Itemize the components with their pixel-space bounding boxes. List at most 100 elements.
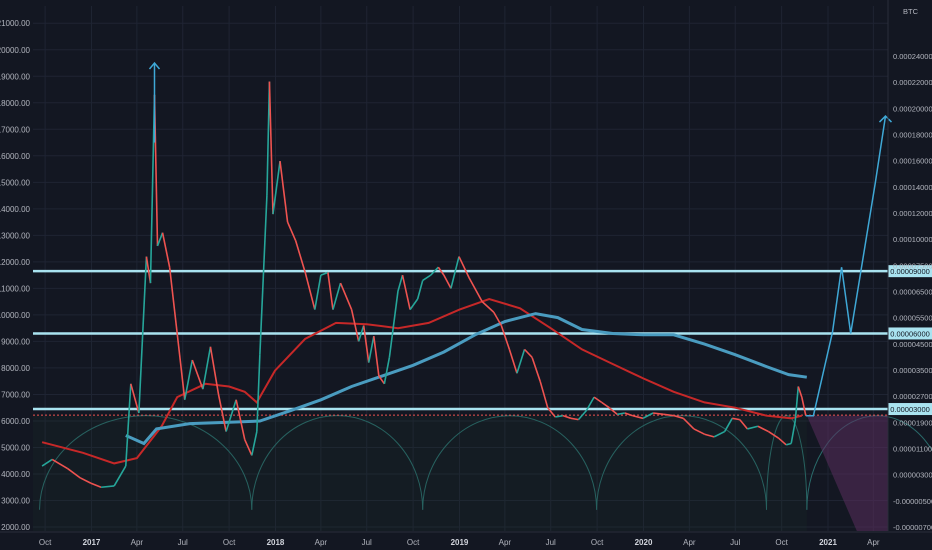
price-segment — [268, 81, 274, 215]
left-tick-label: 21000.00 — [0, 19, 31, 28]
price-segment — [266, 81, 271, 196]
price-segment — [422, 274, 432, 282]
x-tick-label: Oct — [39, 538, 52, 547]
right-tick-label: 0.00005500 — [893, 314, 932, 323]
price-segment — [209, 346, 220, 395]
left-tick-label: 9000.00 — [1, 337, 30, 346]
price-segment — [357, 325, 365, 342]
right-tick-label: 0.00002700 — [893, 392, 932, 401]
x-tick-label: Apr — [867, 538, 880, 547]
x-tick-label: 2019 — [451, 538, 469, 547]
price-segment — [183, 359, 194, 400]
price-segment — [401, 274, 411, 310]
price-segment — [388, 290, 399, 358]
left-tick-label: 20000.00 — [0, 46, 31, 55]
forecast-fill — [806, 415, 888, 531]
price-segment — [539, 380, 549, 408]
price-segment — [663, 413, 674, 417]
right-tick-label: 0.00016000 — [893, 157, 932, 166]
price-segment — [327, 272, 334, 310]
price-segment — [191, 359, 204, 390]
price-segment — [713, 430, 726, 438]
price-segment — [383, 357, 391, 384]
left-tick-label: 11000.00 — [0, 284, 31, 293]
price-segment — [332, 282, 342, 310]
price-segment — [794, 386, 800, 422]
price-segment — [531, 357, 541, 382]
level-price-label: 0.00009000 — [890, 267, 930, 276]
cycle-arc — [422, 415, 598, 510]
price-segment — [601, 401, 610, 409]
price-segment — [790, 420, 797, 444]
price-segment — [279, 161, 289, 223]
price-segment — [372, 336, 380, 376]
price-segment — [256, 354, 261, 432]
x-tick-label: 2017 — [83, 538, 101, 547]
right-unit-label: BTC — [903, 7, 919, 16]
left-tick-label: 10000.00 — [0, 311, 31, 320]
price-segment — [314, 274, 322, 310]
right-tick-label: 0.00014000 — [893, 183, 932, 192]
price-segment — [642, 412, 654, 420]
right-tick-label: 0.00010000 — [893, 235, 932, 244]
horizontal-levels: 0.00009000 0.00006000 0.00003000 — [33, 265, 932, 416]
x-tick-label: Oct — [223, 538, 236, 547]
price-segment — [704, 433, 715, 438]
x-tick-label: Jul — [362, 538, 372, 547]
price-segment — [632, 414, 644, 420]
price-segment — [593, 396, 603, 404]
price-segment — [801, 396, 807, 416]
cycle-arc — [39, 415, 253, 510]
x-tick-label: Apr — [131, 538, 144, 547]
price-segment — [350, 309, 360, 342]
right-tick-label: 0.00024000 — [893, 52, 932, 61]
left-tick-label: 4000.00 — [1, 470, 30, 479]
x-tick-label: Apr — [315, 538, 328, 547]
price-segment — [562, 414, 572, 420]
x-tick-label: 2018 — [267, 538, 285, 547]
price-segment — [624, 412, 633, 417]
price-segment — [100, 485, 115, 489]
price-segment — [80, 477, 92, 484]
right-tick-label: 0.00020000 — [893, 104, 932, 113]
left-tick-label: 5000.00 — [1, 443, 30, 452]
left-tick-label: 12000.00 — [0, 258, 31, 267]
left-tick-label: 6000.00 — [1, 417, 30, 426]
left-tick-label: 2000.00 — [1, 523, 30, 532]
right-tick-label: 0.00003500 — [893, 366, 932, 375]
left-tick-label: 13000.00 — [0, 231, 31, 240]
x-tick-label: Jul — [178, 538, 188, 547]
price-segment — [468, 277, 483, 303]
price-segment — [409, 298, 419, 311]
level-price-box — [888, 327, 932, 340]
price-segment — [652, 412, 664, 416]
right-btc-axis: 0.00024000 0.00022000 0.00020000 0.00018000… — [887, 0, 932, 532]
price-segment — [570, 417, 579, 421]
right-tick-label: 0.00022000 — [893, 78, 932, 87]
level-price-box — [888, 265, 932, 278]
price-segment — [113, 465, 127, 487]
price-segment — [161, 232, 171, 268]
x-tick-label: Oct — [591, 538, 604, 547]
price-segment — [516, 349, 526, 374]
price-segment — [41, 458, 53, 467]
price-segment — [493, 311, 503, 326]
x-tick-label: Apr — [683, 538, 696, 547]
ma-red-line — [41, 297, 803, 465]
left-tick-label: 7000.00 — [1, 390, 30, 399]
left-tick-label: 16000.00 — [0, 152, 31, 161]
level-price-label: 0.00006000 — [890, 329, 930, 338]
price-segment — [225, 399, 237, 432]
price-segment — [90, 482, 102, 488]
level-price-label: 0.00003000 — [890, 405, 930, 414]
right-tick-label: 0.00001100 — [893, 445, 932, 454]
x-tick-label: Apr — [499, 538, 512, 547]
price-segment — [124, 383, 132, 467]
price-segment — [508, 349, 518, 374]
left-tick-label: 14000.00 — [0, 205, 31, 214]
right-tick-label: 0.00012000 — [893, 209, 932, 218]
projection-arrowhead — [878, 114, 893, 123]
price-segment — [608, 407, 618, 415]
